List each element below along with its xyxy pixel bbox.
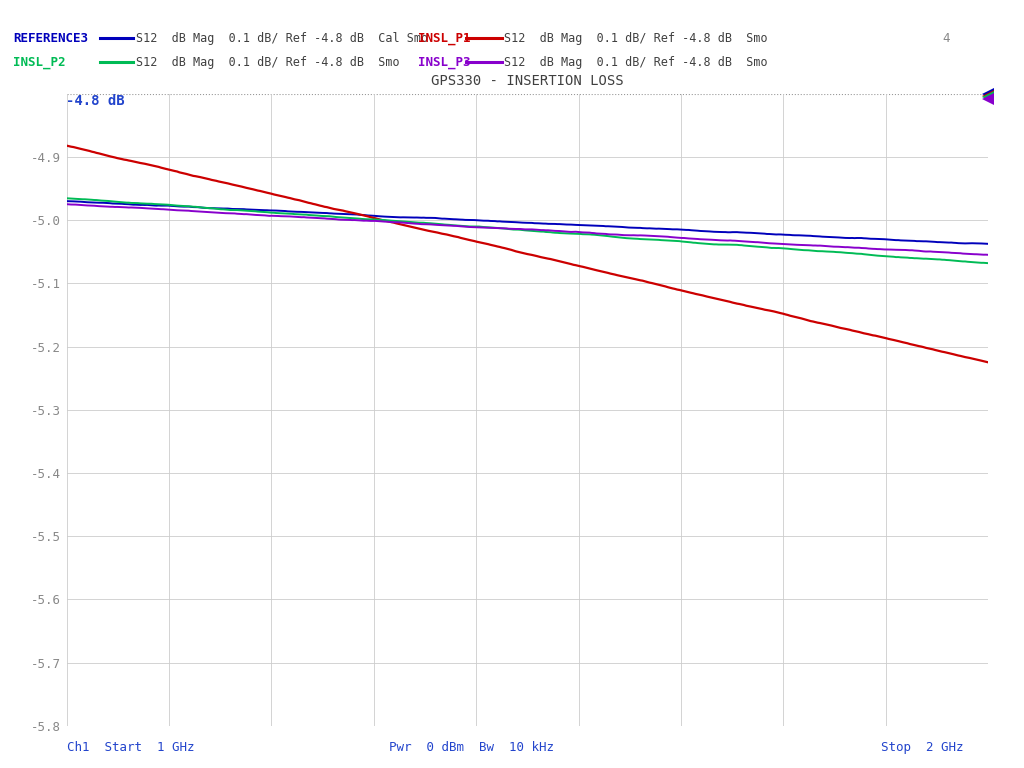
Text: S12  dB Mag  0.1 dB/ Ref -4.8 dB  Smo: S12 dB Mag 0.1 dB/ Ref -4.8 dB Smo: [504, 56, 767, 68]
Text: INSL_P3: INSL_P3: [418, 56, 470, 68]
Text: Stop  2 GHz: Stop 2 GHz: [881, 741, 964, 754]
Text: INSL_P1: INSL_P1: [418, 32, 470, 45]
Text: REFERENCE3: REFERENCE3: [13, 32, 88, 45]
Text: Pwr  0 dBm  Bw  10 kHz: Pwr 0 dBm Bw 10 kHz: [389, 741, 554, 754]
Title: GPS330 - INSERTION LOSS: GPS330 - INSERTION LOSS: [431, 74, 624, 88]
Text: -4.8 dB: -4.8 dB: [66, 94, 124, 108]
Text: S12  dB Mag  0.1 dB/ Ref -4.8 dB  Smo: S12 dB Mag 0.1 dB/ Ref -4.8 dB Smo: [136, 56, 399, 68]
Text: S12  dB Mag  0.1 dB/ Ref -4.8 dB  Smo: S12 dB Mag 0.1 dB/ Ref -4.8 dB Smo: [504, 32, 767, 45]
Text: Ch1  Start  1 GHz: Ch1 Start 1 GHz: [67, 741, 195, 754]
Text: INSL_P2: INSL_P2: [13, 56, 66, 68]
Text: S12  dB Mag  0.1 dB/ Ref -4.8 dB  Cal Smo: S12 dB Mag 0.1 dB/ Ref -4.8 dB Cal Smo: [136, 32, 428, 45]
Text: 4: 4: [942, 32, 949, 45]
